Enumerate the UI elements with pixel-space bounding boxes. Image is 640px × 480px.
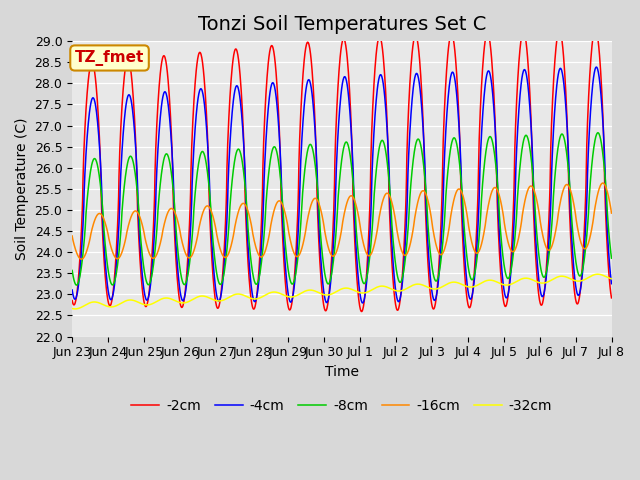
-4cm [426, 267, 433, 273]
-4cm [175, 280, 183, 286]
-2cm [68, 298, 76, 303]
-8cm [607, 255, 615, 261]
-4cm [248, 292, 256, 298]
-32cm [189, 297, 196, 302]
-4cm [188, 182, 196, 188]
-2cm [426, 285, 433, 290]
-32cm [426, 285, 433, 291]
-16cm [77, 256, 85, 262]
Text: TZ_fmet: TZ_fmet [75, 50, 144, 66]
Line: -8cm: -8cm [72, 133, 611, 285]
-4cm [593, 64, 600, 70]
-16cm [607, 210, 615, 216]
-4cm [607, 281, 615, 287]
-32cm [68, 306, 76, 312]
-32cm [175, 300, 183, 305]
-2cm [358, 309, 365, 314]
-8cm [189, 230, 196, 236]
-2cm [544, 240, 552, 246]
-32cm [594, 271, 602, 277]
-8cm [544, 262, 552, 267]
-8cm [175, 261, 183, 267]
-16cm [175, 225, 183, 231]
-2cm [591, 26, 599, 32]
Title: Tonzi Soil Temperatures Set C: Tonzi Soil Temperatures Set C [198, 15, 486, 34]
-16cm [497, 196, 504, 202]
Line: -16cm: -16cm [72, 183, 611, 259]
Y-axis label: Soil Temperature (C): Soil Temperature (C) [15, 118, 29, 260]
-16cm [189, 252, 196, 257]
-4cm [497, 244, 504, 250]
-8cm [68, 267, 76, 273]
Line: -32cm: -32cm [72, 274, 611, 309]
-32cm [544, 279, 552, 285]
-32cm [497, 281, 504, 287]
-2cm [497, 263, 504, 268]
-16cm [544, 247, 552, 252]
-16cm [249, 231, 257, 237]
Line: -4cm: -4cm [72, 67, 611, 303]
-32cm [249, 296, 257, 301]
Legend: -2cm, -4cm, -8cm, -16cm, -32cm: -2cm, -4cm, -8cm, -16cm, -32cm [126, 394, 558, 419]
-8cm [73, 282, 81, 288]
-32cm [71, 306, 79, 312]
-32cm [607, 276, 615, 282]
-4cm [544, 256, 552, 262]
-2cm [175, 293, 183, 299]
Line: -2cm: -2cm [72, 29, 611, 312]
-16cm [599, 180, 607, 186]
-8cm [249, 271, 257, 277]
-2cm [188, 134, 196, 140]
-2cm [248, 304, 256, 310]
-4cm [359, 300, 367, 306]
-8cm [497, 224, 504, 229]
X-axis label: Time: Time [325, 365, 359, 379]
-16cm [68, 233, 76, 239]
-4cm [68, 287, 76, 293]
-2cm [607, 295, 615, 301]
-16cm [426, 206, 433, 212]
-8cm [594, 130, 602, 136]
-8cm [426, 243, 433, 249]
